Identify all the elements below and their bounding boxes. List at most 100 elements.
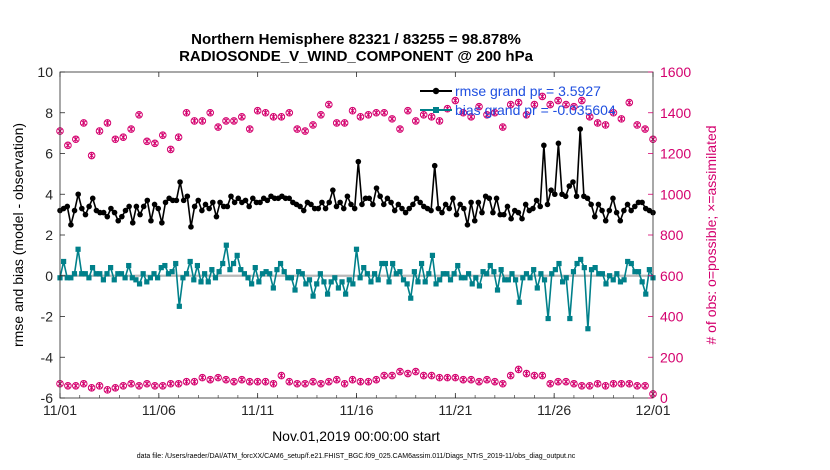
obs-assimilated-cross: [247, 126, 253, 133]
bias-point: [314, 281, 320, 287]
obs-assimilated-cross: [357, 378, 364, 385]
obs-assimilated-cross: [626, 99, 633, 106]
bias-point: [538, 271, 544, 277]
obs-possible-circle: [396, 367, 404, 376]
obs-possible-circle: [277, 371, 286, 380]
bias-point: [86, 275, 92, 281]
rmse-point: [257, 199, 263, 206]
bias-point: [386, 279, 392, 285]
rmse-point: [359, 201, 365, 208]
rmse-point: [479, 209, 485, 216]
rmse-point: [297, 203, 303, 210]
obs-count-marker: [633, 381, 641, 390]
obs-possible-circle: [151, 139, 159, 148]
obs-assimilated-cross: [563, 378, 569, 385]
obs-count-marker: [491, 108, 499, 117]
obs-possible-circle: [285, 377, 294, 386]
obs-possible-circle: [625, 98, 634, 107]
obs-assimilated-cross: [73, 382, 79, 389]
bias-point: [306, 277, 313, 283]
bias-point: [509, 271, 515, 277]
rmse-point: [308, 201, 314, 208]
bias-point: [440, 271, 446, 277]
obs-count-marker: [174, 379, 183, 388]
obs-count-marker: [151, 139, 159, 148]
y-right-tick-label: 1200: [660, 146, 691, 162]
obs-possible-circle: [119, 133, 128, 141]
obs-assimilated-cross: [468, 113, 474, 120]
bias-point: [487, 262, 493, 269]
obs-possible-circle: [601, 381, 610, 390]
obs-count-marker: [166, 145, 175, 154]
obs-assimilated-cross: [318, 380, 324, 387]
y-right-tick-label: 600: [660, 268, 684, 284]
bias-point: [151, 271, 157, 277]
bias-point: [498, 267, 504, 273]
obs-assimilated-cross: [333, 376, 340, 383]
obs-assimilated-cross: [492, 109, 498, 116]
rmse-point: [461, 205, 467, 212]
bias-point: [491, 269, 497, 275]
obs-possible-circle: [111, 384, 120, 392]
obs-possible-circle: [340, 379, 349, 388]
obs-count-marker: [585, 381, 594, 390]
bias-point: [267, 271, 273, 277]
rmse-point: [399, 205, 405, 212]
obs-assimilated-cross: [175, 380, 182, 387]
obs-possible-circle: [198, 117, 207, 125]
obs-possible-circle: [293, 379, 302, 388]
obs-assimilated-cross: [618, 380, 625, 387]
obs-count-marker: [238, 113, 246, 121]
rmse-point: [588, 201, 594, 208]
obs-possible-circle: [269, 379, 278, 388]
obs-count-marker: [380, 108, 388, 117]
obs-assimilated-cross: [531, 372, 538, 379]
y-tick-label: 10: [37, 64, 53, 80]
obs-count-marker: [206, 108, 215, 117]
bias-point: [505, 277, 511, 283]
obs-assimilated-cross: [547, 101, 553, 108]
obs-assimilated-cross: [349, 376, 356, 383]
obs-assimilated-cross: [444, 374, 451, 381]
rmse-point: [377, 193, 383, 200]
axis-ticks: -6 -4 -2 0 2 4 6 8 10 0 200 400 600 800 1000 1200 1400 16…: [37, 64, 691, 418]
obs-count-marker: [222, 117, 230, 125]
rmse-point: [108, 205, 114, 212]
obs-assimilated-cross: [270, 113, 277, 120]
obs-possible-circle: [483, 110, 491, 119]
obs-assimilated-cross: [136, 111, 142, 118]
bias-point: [212, 275, 219, 281]
obs-possible-circle: [451, 96, 460, 105]
bias-point: [133, 277, 139, 283]
rmse-point: [471, 217, 478, 224]
obs-possible-circle: [467, 375, 475, 384]
bias-point: [82, 271, 88, 277]
obs-assimilated-cross: [626, 380, 633, 387]
rmse-point: [119, 213, 125, 220]
rmse-point: [337, 199, 343, 206]
obs-count-marker: [245, 125, 254, 133]
obs-possible-circle: [317, 379, 325, 388]
bias-point: [433, 281, 439, 287]
obs-count-marker: [111, 135, 120, 144]
rmse-point: [195, 197, 202, 204]
obs-count-marker: [372, 375, 381, 384]
obs-count-marker: [253, 106, 262, 115]
rmse-point: [595, 201, 602, 208]
obs-assimilated-cross: [594, 119, 601, 126]
rmse-point: [530, 205, 536, 212]
bias-point: [216, 269, 222, 275]
obs-possible-circle: [103, 386, 112, 394]
bias-point: [324, 291, 331, 297]
rmse-point: [111, 209, 118, 216]
obs-possible-circle: [87, 384, 96, 392]
obs-count-marker: [174, 133, 183, 141]
bias-point: [614, 271, 620, 277]
bias-point: [364, 271, 370, 277]
obs-possible-circle: [309, 121, 317, 129]
obs-assimilated-cross: [262, 378, 269, 385]
rmse-point: [148, 217, 154, 224]
obs-count-marker: [538, 92, 547, 101]
rmse-point: [264, 197, 271, 204]
rmse-point: [573, 193, 580, 200]
